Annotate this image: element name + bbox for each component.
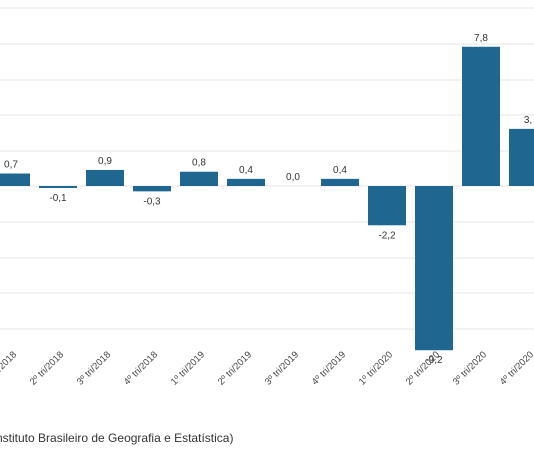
gridlines [0, 7, 534, 330]
value-label: -0,3 [143, 196, 161, 207]
value-label: 0,7 [4, 160, 18, 171]
value-label: 0,4 [333, 165, 347, 176]
x-tick-label: 3º tri/2020 [451, 349, 489, 387]
bar [227, 178, 265, 186]
x-tick-label: 3º tri/2018 [75, 349, 113, 387]
value-label: 3, [524, 115, 532, 126]
bar [415, 186, 453, 351]
x-tick-label: 1º tri/2018 [0, 349, 19, 387]
x-tick-label: 1º tri/2020 [357, 349, 395, 387]
bar [321, 178, 359, 186]
x-tick-label: 2º tri/2020 [404, 349, 442, 387]
x-tick-label: 4º tri/2020 [498, 349, 534, 387]
bar [0, 173, 30, 186]
bar [180, 171, 218, 186]
bar [462, 46, 500, 186]
value-label: 7,8 [474, 33, 488, 44]
source-note: nstituto Brasileiro de Geografia e Estat… [0, 431, 234, 445]
value-label: -9,2 [425, 355, 443, 366]
bar [509, 128, 534, 186]
x-tick-label: 2º tri/2019 [216, 349, 254, 387]
value-label: 0,9 [98, 156, 112, 167]
value-labels: 0,7 -0,1 0,9 -0,3 0,8 0,4 0,0 0,4 -2,2 -9,2 7,8 3, [4, 33, 532, 366]
value-label: -0,1 [49, 193, 67, 204]
value-label: 0,8 [192, 158, 206, 169]
x-tick-label: 2º tri/2018 [28, 349, 66, 387]
x-tick-label: 1º tri/2019 [169, 349, 207, 387]
bar [368, 186, 406, 226]
bars [0, 46, 534, 351]
bar [39, 186, 77, 188]
x-tick-label: 4º tri/2019 [310, 349, 348, 387]
value-label: 0,0 [286, 172, 300, 183]
bar [86, 169, 124, 186]
bar [133, 186, 171, 192]
value-label: -2,2 [378, 230, 396, 241]
x-tick-label: 3º tri/2019 [263, 349, 301, 387]
x-tick-label: 4º tri/2018 [122, 349, 160, 387]
value-label: 0,4 [239, 165, 253, 176]
